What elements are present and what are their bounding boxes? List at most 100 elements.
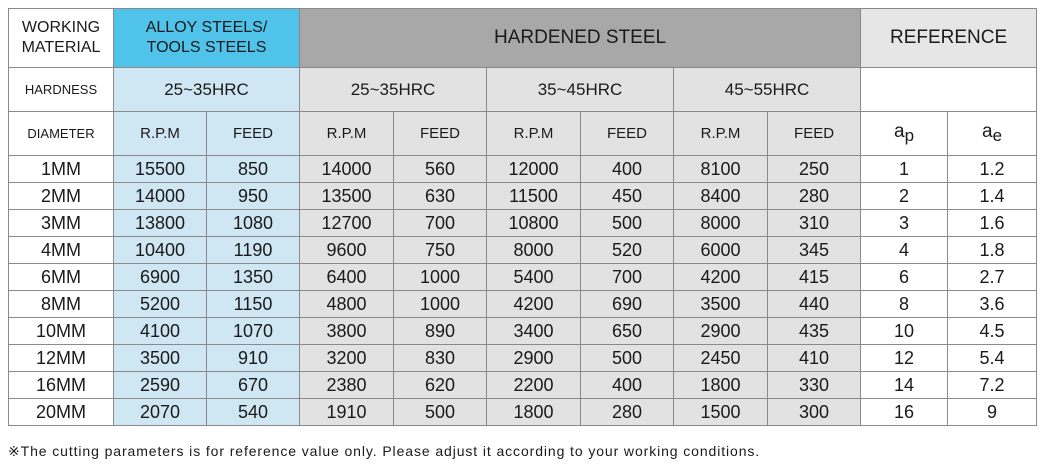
- hs1-feed-cell: 620: [393, 371, 488, 399]
- hs2-feed-cell: 400: [580, 371, 675, 399]
- hs3-rpm-cell: 4200: [673, 263, 769, 291]
- hs3-feed-cell: 300: [767, 398, 862, 426]
- ae-value-cell: 5.4: [947, 344, 1038, 372]
- alloy-feed-cell: 1070: [205, 317, 301, 345]
- hs3-feed-cell: 280: [767, 182, 862, 210]
- working-material-line1: WORKING: [21, 19, 101, 36]
- hs1-rpm-cell: 2380: [299, 371, 395, 399]
- ae-value-cell: 1.4: [947, 182, 1038, 210]
- hs2-feed-cell: 500: [580, 209, 675, 237]
- hs1-feed-cell: 630: [393, 182, 488, 210]
- alloy-rpm-cell: 5200: [113, 290, 207, 318]
- alloy-rpm-cell: 4100: [113, 317, 207, 345]
- hs3-rpm-cell: 2900: [673, 317, 769, 345]
- table-row: 10MM 4100 1070 3800 890 3400 650 2900 435 10 4.5: [8, 317, 1038, 345]
- alloy-feed-cell: 1190: [205, 236, 301, 264]
- feed-label: FEED: [580, 111, 675, 156]
- ap-value-cell: 10: [860, 317, 949, 345]
- alloy-rpm-cell: 2070: [113, 398, 207, 426]
- diameter-cell: 6MM: [8, 263, 114, 291]
- table-row: 4MM 10400 1190 9600 750 8000 520 6000 345 4 1.8: [8, 236, 1038, 264]
- diameter-cell: 1MM: [8, 155, 114, 183]
- alloy-feed-cell: 1350: [205, 263, 301, 291]
- ae-value-cell: 9: [947, 398, 1038, 426]
- hardness-reference-empty: [860, 67, 1038, 112]
- header-row-material: WORKING MATERIAL ALLOY STEELS/ TOOLS STE…: [8, 8, 1038, 68]
- ap-value-cell: 3: [860, 209, 949, 237]
- hs1-rpm-cell: 3200: [299, 344, 395, 372]
- ae-value-cell: 3.6: [947, 290, 1038, 318]
- hs2-rpm-cell: 8000: [486, 236, 582, 264]
- hs1-rpm-cell: 12700: [299, 209, 395, 237]
- hs1-feed-cell: 1000: [393, 290, 488, 318]
- hs3-feed-cell: 345: [767, 236, 862, 264]
- ae-value-cell: 2.7: [947, 263, 1038, 291]
- hs2-rpm-cell: 10800: [486, 209, 582, 237]
- diameter-cell: 4MM: [8, 236, 114, 264]
- hs1-rpm-cell: 13500: [299, 182, 395, 210]
- alloy-feed-cell: 540: [205, 398, 301, 426]
- alloy-steels-line1: ALLOY STEELS/: [145, 19, 268, 36]
- hs3-feed-cell: 310: [767, 209, 862, 237]
- hs1-feed-cell: 750: [393, 236, 488, 264]
- ae-base: a: [982, 121, 993, 142]
- alloy-feed-cell: 1080: [205, 209, 301, 237]
- diameter-cell: 12MM: [8, 344, 114, 372]
- hs1-rpm-cell: 4800: [299, 290, 395, 318]
- hs1-rpm-cell: 3800: [299, 317, 395, 345]
- hardness-row: HARDNESS 25~35HRC 25~35HRC 35~45HRC 45~5…: [8, 67, 1038, 112]
- hs2-rpm-cell: 4200: [486, 290, 582, 318]
- hs1-rpm-cell: 1910: [299, 398, 395, 426]
- alloy-steels-line2: TOOLS STEELS: [146, 39, 267, 56]
- hs2-rpm-cell: 2200: [486, 371, 582, 399]
- ae-subscript: e: [992, 126, 1003, 145]
- ap-value-cell: 4: [860, 236, 949, 264]
- hs3-feed-cell: 250: [767, 155, 862, 183]
- data-rows: 1MM 15500 850 14000 560 12000 400 8100 250 1 1.2 2M…: [8, 155, 1038, 426]
- alloy-feed-cell: 850: [205, 155, 301, 183]
- ap-value-cell: 6: [860, 263, 949, 291]
- hs2-feed-cell: 650: [580, 317, 675, 345]
- hardness-label: HARDNESS: [8, 67, 114, 112]
- table-row: 8MM 5200 1150 4800 1000 4200 690 3500 440 8 3.6: [8, 290, 1038, 318]
- hs1-feed-cell: 1000: [393, 263, 488, 291]
- working-material-line2: MATERIAL: [21, 39, 101, 56]
- alloy-rpm-cell: 14000: [113, 182, 207, 210]
- hs2-rpm-cell: 1800: [486, 398, 582, 426]
- alloy-feed-cell: 910: [205, 344, 301, 372]
- hs2-rpm-cell: 5400: [486, 263, 582, 291]
- ap-value-cell: 12: [860, 344, 949, 372]
- ae-value-cell: 1.6: [947, 209, 1038, 237]
- diameter-cell: 20MM: [8, 398, 114, 426]
- hs1-feed-cell: 500: [393, 398, 488, 426]
- alloy-feed-cell: 670: [205, 371, 301, 399]
- hs2-feed-cell: 700: [580, 263, 675, 291]
- alloy-rpm-cell: 2590: [113, 371, 207, 399]
- hardened-steel-header: HARDENED STEEL: [299, 8, 862, 68]
- reference-header: REFERENCE: [860, 8, 1038, 68]
- diameter-cell: 3MM: [8, 209, 114, 237]
- hs2-feed-cell: 450: [580, 182, 675, 210]
- hs3-rpm-cell: 2450: [673, 344, 769, 372]
- footnote: ※The cutting parameters is for reference…: [8, 443, 761, 459]
- alloy-rpm-cell: 13800: [113, 209, 207, 237]
- rpm-label: R.P.M: [486, 111, 582, 156]
- hs3-rpm-cell: 6000: [673, 236, 769, 264]
- diameter-cell: 16MM: [8, 371, 114, 399]
- hs2-rpm-cell: 3400: [486, 317, 582, 345]
- diameter-cell: 2MM: [8, 182, 114, 210]
- ae-value-cell: 1.2: [947, 155, 1038, 183]
- hs3-feed-cell: 435: [767, 317, 862, 345]
- ae-label: ae: [947, 111, 1038, 156]
- hs1-rpm-cell: 9600: [299, 236, 395, 264]
- rpm-label: R.P.M: [113, 111, 207, 156]
- alloy-rpm-cell: 15500: [113, 155, 207, 183]
- hs2-feed-cell: 280: [580, 398, 675, 426]
- working-material-header: WORKING MATERIAL: [8, 8, 114, 68]
- diameter-cell: 10MM: [8, 317, 114, 345]
- ae-value-cell: 7.2: [947, 371, 1038, 399]
- alloy-steels-header: ALLOY STEELS/ TOOLS STEELS: [112, 8, 301, 68]
- table-row: 2MM 14000 950 13500 630 11500 450 8400 280 2 1.4: [8, 182, 1038, 210]
- ap-subscript: p: [904, 126, 915, 145]
- hs3-rpm-cell: 1800: [673, 371, 769, 399]
